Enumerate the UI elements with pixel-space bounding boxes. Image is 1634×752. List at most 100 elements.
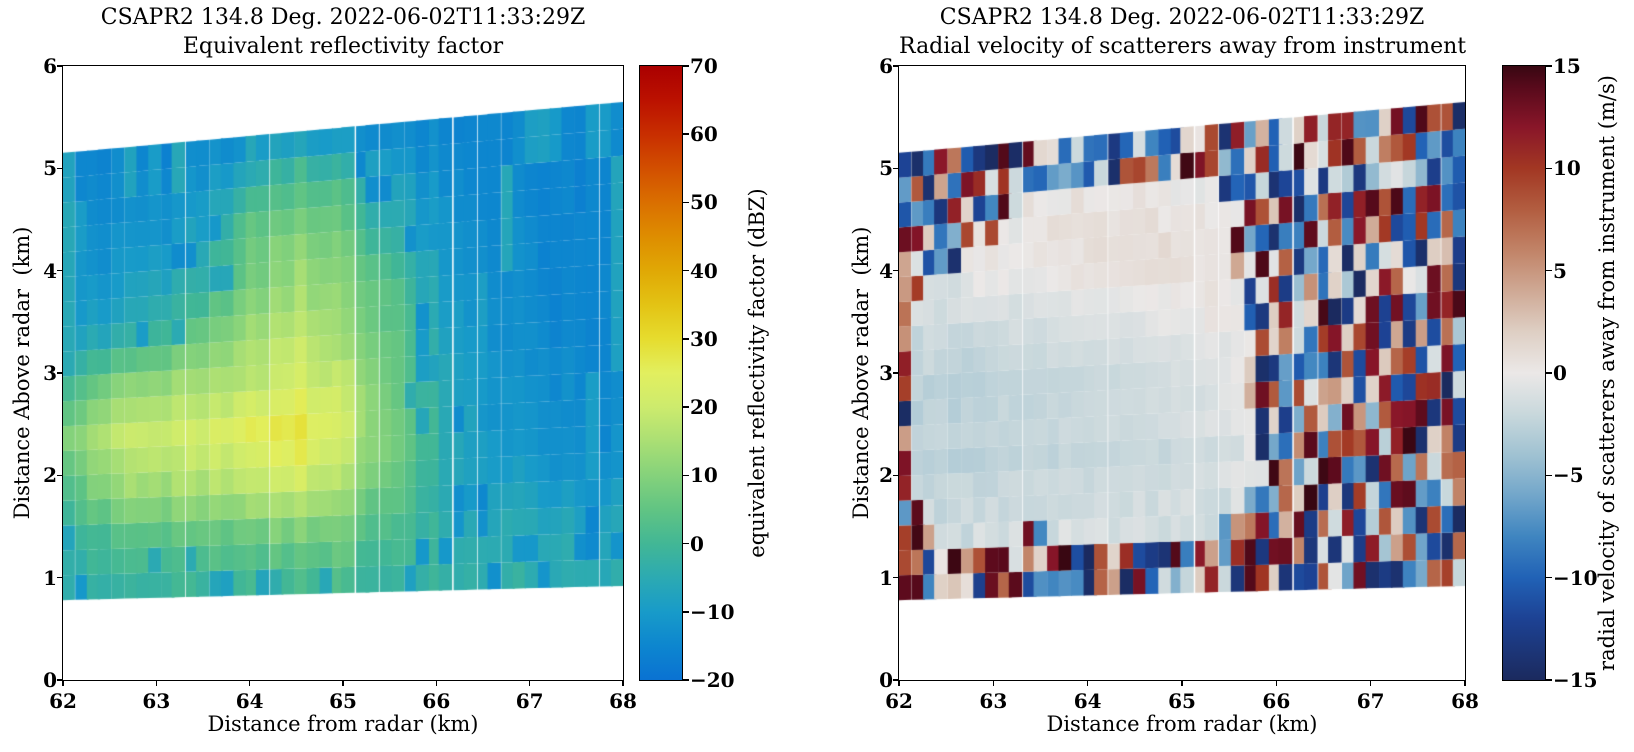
y-tick-mark <box>57 65 63 67</box>
y-tick-label: 3 <box>43 361 57 385</box>
colorbar-tick-mark <box>683 542 689 545</box>
y-tick-label: 5 <box>43 156 57 181</box>
x-tick-mark <box>1275 680 1278 686</box>
x-tick-label: 67 <box>1356 689 1385 713</box>
colorbar-tick-mark <box>683 406 689 408</box>
colorbar-tick-mark <box>683 679 689 681</box>
y-tick-mark <box>893 269 899 272</box>
y-tick-label: 4 <box>43 258 57 283</box>
velocity-heatmap-canvas <box>899 66 1465 680</box>
y-tick-mark <box>57 474 63 477</box>
colorbar-tick-label: 15 <box>1553 54 1581 78</box>
y-tick-label: 6 <box>879 54 893 78</box>
reflectivity-colorbar-label: equivalent reflectivity factor (dBZ) <box>745 188 769 558</box>
y-tick-mark <box>893 167 899 170</box>
y-tick-mark <box>57 372 63 374</box>
x-tick-mark <box>528 680 531 686</box>
right-x-axis-label: Distance from radar (km) <box>1046 712 1318 736</box>
x-tick-label: 63 <box>142 689 171 713</box>
y-tick-label: 5 <box>879 156 893 181</box>
colorbar-tick-mark <box>683 338 689 340</box>
right-plot-area <box>898 65 1466 681</box>
y-tick-mark <box>893 474 899 477</box>
y-tick-label: 4 <box>879 258 893 283</box>
colorbar-tick-label: 20 <box>690 395 718 420</box>
left-panel-title-line1: CSAPR2 134.8 Deg. 2022-06-02T11:33:29Z <box>100 5 586 30</box>
y-tick-mark <box>893 576 899 579</box>
reflectivity-colorbar <box>639 65 683 681</box>
x-tick-label: 64 <box>235 689 264 713</box>
y-tick-mark <box>57 269 63 272</box>
x-tick-label: 65 <box>329 689 357 713</box>
colorbar-tick-label: −20 <box>690 668 735 692</box>
right-panel-title-line2: Radial velocity of scatterers away from … <box>899 34 1467 59</box>
velocity-colorbar <box>1502 65 1546 681</box>
x-tick-mark <box>1464 680 1466 686</box>
colorbar-tick-mark <box>1546 474 1552 477</box>
x-tick-label: 64 <box>1073 689 1102 713</box>
x-tick-mark <box>62 680 64 686</box>
colorbar-tick-mark <box>1546 269 1552 272</box>
x-tick-label: 66 <box>422 689 451 713</box>
y-tick-label: 1 <box>879 565 893 590</box>
y-tick-label: 6 <box>43 54 57 78</box>
x-tick-label: 63 <box>979 689 1008 713</box>
x-tick-label: 66 <box>1262 689 1291 713</box>
x-tick-mark <box>898 680 900 686</box>
y-tick-label: 0 <box>879 668 893 692</box>
y-tick-label: 1 <box>43 565 57 590</box>
right-panel-title-line1: CSAPR2 134.8 Deg. 2022-06-02T11:33:29Z <box>939 5 1425 30</box>
y-tick-mark <box>893 372 899 374</box>
colorbar-tick-mark <box>683 269 689 272</box>
y-tick-label: 2 <box>879 463 893 488</box>
colorbar-tick-mark <box>1546 679 1552 681</box>
x-tick-mark <box>155 680 158 686</box>
colorbar-tick-label: 60 <box>690 122 718 147</box>
reflectivity-heatmap-canvas <box>63 66 623 680</box>
y-tick-label: 2 <box>43 463 57 488</box>
colorbar-tick-mark <box>1546 65 1552 67</box>
colorbar-tick-label: 5 <box>1553 258 1567 283</box>
y-tick-mark <box>57 679 63 681</box>
x-tick-label: 62 <box>49 689 77 713</box>
colorbar-tick-label: 50 <box>690 190 718 215</box>
colorbar-tick-label: 10 <box>690 463 718 488</box>
colorbar-tick-label: −10 <box>690 599 735 624</box>
colorbar-tick-mark <box>683 133 689 136</box>
colorbar-tick-label: −15 <box>1553 668 1598 692</box>
colorbar-tick-label: 10 <box>1553 156 1581 181</box>
x-tick-label: 62 <box>885 689 913 713</box>
left-panel-title-line2: Equivalent reflectivity factor <box>182 34 504 59</box>
colorbar-tick-label: 70 <box>690 54 718 78</box>
colorbar-tick-mark <box>1546 576 1552 579</box>
x-tick-mark <box>1181 680 1183 686</box>
colorbar-tick-label: 0 <box>690 531 704 556</box>
colorbar-tick-mark <box>1546 167 1552 170</box>
colorbar-tick-mark <box>1546 372 1552 374</box>
colorbar-tick-mark <box>683 474 689 477</box>
x-tick-mark <box>1086 680 1089 686</box>
y-tick-mark <box>893 679 899 681</box>
colorbar-tick-label: 30 <box>690 326 718 351</box>
colorbar-tick-mark <box>683 201 689 204</box>
x-tick-mark <box>992 680 995 686</box>
left-plot-area <box>62 65 624 681</box>
x-tick-mark <box>435 680 438 686</box>
left-x-axis-label: Distance from radar (km) <box>207 712 479 736</box>
y-tick-mark <box>57 167 63 170</box>
colorbar-tick-label: −10 <box>1553 565 1598 590</box>
y-tick-label: 0 <box>43 668 57 692</box>
x-tick-label: 68 <box>609 689 637 713</box>
y-tick-mark <box>893 65 899 67</box>
x-tick-mark <box>342 680 344 686</box>
x-tick-label: 67 <box>515 689 544 713</box>
y-tick-label: 3 <box>879 361 893 385</box>
colorbar-tick-label: 40 <box>690 258 718 283</box>
colorbar-tick-label: −5 <box>1553 463 1584 488</box>
x-tick-mark <box>248 680 251 686</box>
colorbar-tick-mark <box>683 65 689 67</box>
x-tick-label: 68 <box>1451 689 1479 713</box>
colorbar-tick-mark <box>683 610 689 613</box>
colorbar-tick-label: 0 <box>1553 361 1567 385</box>
